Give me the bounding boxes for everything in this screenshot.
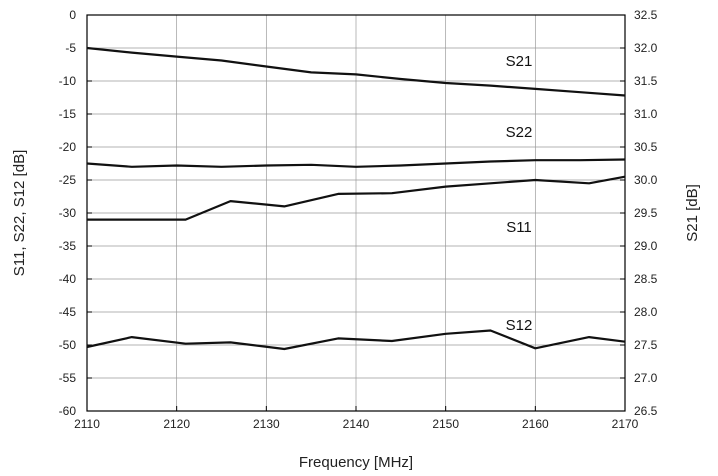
series-line-s22 xyxy=(86,158,626,168)
x-tick-label: 2160 xyxy=(522,417,549,431)
left-y-tick-label: 0 xyxy=(69,8,76,22)
left-y-tick-label: -5 xyxy=(65,41,76,55)
x-tick-label: 2140 xyxy=(343,417,370,431)
right-y-tick-label: 27.0 xyxy=(634,371,658,385)
right-y-tick-label: 28.0 xyxy=(634,305,658,319)
left-y-tick-label: -25 xyxy=(59,173,77,187)
right-y-tick-label: 30.0 xyxy=(634,173,658,187)
left-y-tick-label: -15 xyxy=(59,107,77,121)
series-line-s21 xyxy=(86,46,626,97)
series-line-s12 xyxy=(86,329,626,351)
grid xyxy=(87,15,625,411)
x-tick-label: 2130 xyxy=(253,417,280,431)
left-y-tick-label: -40 xyxy=(59,272,77,286)
right-y-tick-label: 29.5 xyxy=(634,206,658,220)
series-label-s22: S22 xyxy=(506,124,533,141)
right-y-tick-label: 28.5 xyxy=(634,272,658,286)
series: S21 S22 S11 S12 xyxy=(86,46,626,351)
axis-ticks: 2110 2120 2130 2140 2150 2160 2170 0 -5 -10 -15 -20… xyxy=(59,8,658,431)
series-label-s21: S21 xyxy=(506,53,533,70)
left-y-tick-label: -20 xyxy=(59,140,77,154)
right-y-axis-title: S21 [dB] xyxy=(684,184,701,242)
series-label-s12: S12 xyxy=(506,317,533,334)
left-y-tick-label: -50 xyxy=(59,338,77,352)
right-y-tick-label: 32.0 xyxy=(634,41,658,55)
x-tick-label: 2150 xyxy=(432,417,459,431)
series-line-s11 xyxy=(87,175,626,221)
left-y-tick-label: -60 xyxy=(59,404,77,418)
x-tick-label: 2170 xyxy=(612,417,639,431)
left-y-tick-label: -10 xyxy=(59,74,77,88)
right-y-tick-label: 32.5 xyxy=(634,8,658,22)
left-y-tick-label: -45 xyxy=(59,305,77,319)
left-y-axis-title: S11, S22, S12 [dB] xyxy=(11,150,28,276)
right-y-tick-label: 27.5 xyxy=(634,338,658,352)
right-y-tick-label: 30.5 xyxy=(634,140,658,154)
right-y-tick-label: 26.5 xyxy=(634,404,658,418)
x-tick-label: 2120 xyxy=(163,417,190,431)
right-y-tick-label: 31.5 xyxy=(634,74,658,88)
series-label-s11: S11 xyxy=(506,219,532,236)
right-y-tick-label: 29.0 xyxy=(634,239,658,253)
x-axis-title: Frequency [MHz] xyxy=(299,454,413,471)
left-y-tick-label: -55 xyxy=(59,371,77,385)
left-y-tick-label: -30 xyxy=(59,206,77,220)
left-y-tick-label: -35 xyxy=(59,239,77,253)
x-tick-label: 2110 xyxy=(74,417,100,431)
right-y-tick-label: 31.0 xyxy=(634,107,658,121)
